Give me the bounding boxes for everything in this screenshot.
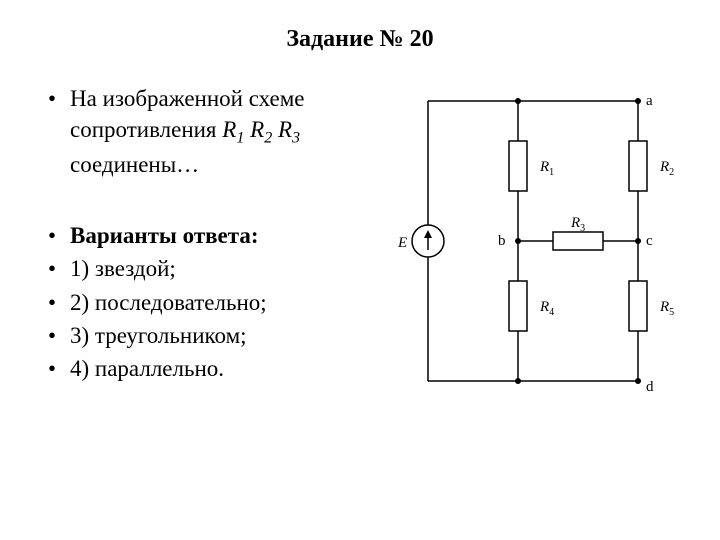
bullet: • — [48, 320, 70, 351]
svg-text:a: a — [646, 93, 653, 109]
question-line2-pre: сопротивления — [70, 117, 222, 142]
answers-title: Варианты ответа: — [70, 220, 259, 251]
question-block: • На изображенной схеме сопротивления R1… — [48, 83, 388, 180]
circuit-diagram: E R1 R2 R3 R4 R5 a b c d — [388, 71, 692, 401]
svg-text:c: c — [646, 233, 653, 249]
answers-block: • Варианты ответа: • 1) звездой; • 2) по… — [48, 220, 388, 383]
svg-text:d: d — [646, 379, 654, 395]
answer-option: 2) последовательно; — [70, 287, 267, 318]
answer-option: 3) треугольником; — [70, 320, 247, 351]
svg-text:E: E — [397, 235, 407, 251]
bullet: • — [48, 220, 70, 251]
question-text: На изображенной схеме сопротивления R1 R… — [70, 83, 305, 180]
task-title: Задание № 20 — [0, 0, 720, 53]
question-line1: На изображенной схеме — [70, 86, 305, 111]
svg-text:R3: R3 — [570, 215, 585, 234]
r2-symbol: R2 — [250, 117, 272, 142]
answer-option: 1) звездой; — [70, 253, 176, 284]
r3-symbol: R3 — [278, 117, 300, 142]
bullet: • — [48, 83, 70, 114]
svg-text:R5: R5 — [659, 299, 674, 318]
svg-text:R2: R2 — [659, 159, 674, 178]
r1-symbol: R1 — [222, 117, 244, 142]
content-row: • На изображенной схеме сопротивления R1… — [0, 53, 720, 401]
bullet: • — [48, 253, 70, 284]
answer-option: 4) параллельно. — [70, 353, 224, 384]
bullet: • — [48, 353, 70, 384]
svg-text:R1: R1 — [539, 159, 554, 178]
bullet: • — [48, 287, 70, 318]
left-column: • На изображенной схеме сопротивления R1… — [48, 71, 388, 401]
svg-text:R4: R4 — [539, 299, 554, 318]
svg-text:b: b — [498, 233, 506, 249]
question-line3: соединены… — [70, 152, 199, 177]
